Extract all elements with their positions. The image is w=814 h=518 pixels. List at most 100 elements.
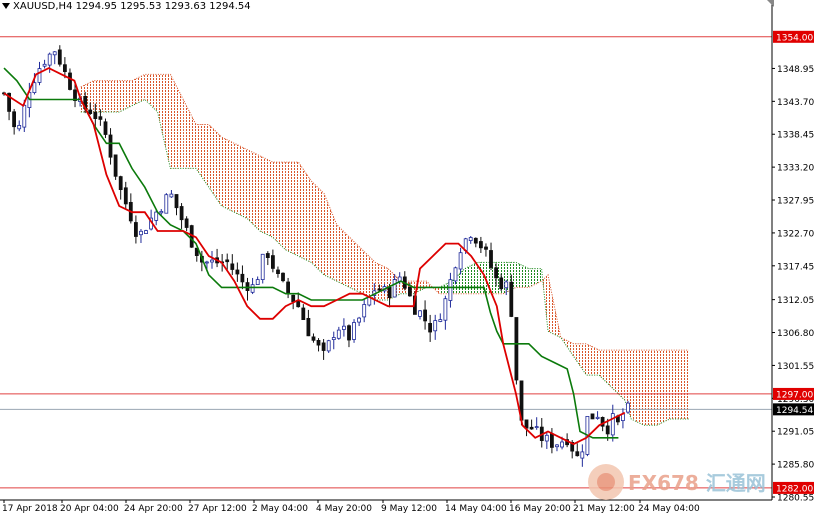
candle-body: [108, 134, 113, 158]
ichimoku-cloud: [80, 73, 689, 426]
candle-body: [37, 68, 42, 83]
cloud-segment: [208, 124, 222, 206]
cloud-segment: [324, 193, 337, 282]
candle-body: [595, 416, 600, 419]
ohlc-close: 1294.54: [209, 1, 251, 12]
candle-body: [270, 255, 275, 269]
candle-body: [423, 309, 428, 322]
candle-body: [550, 433, 554, 448]
candle-body: [494, 267, 499, 279]
candle-body: [250, 284, 255, 293]
watermark-logo: FX678 汇通网: [588, 460, 766, 504]
cloud-segment: [349, 237, 363, 294]
cloud-segment: [272, 162, 286, 250]
candle-body: [428, 322, 433, 333]
price-tick-label: 1285.80: [777, 461, 814, 471]
price-tick-label: 1348.95: [777, 65, 814, 75]
chevron-down-icon[interactable]: [2, 3, 10, 9]
candle-body: [52, 51, 57, 56]
candle-body: [321, 342, 326, 351]
candle-body: [610, 413, 615, 436]
time-tick-label: 16 May 20:00: [509, 504, 571, 514]
current-price-label-box: [773, 403, 814, 416]
cloud-segment: [196, 124, 209, 188]
price-tick-label: 1317.45: [777, 262, 814, 272]
cloud-segment: [516, 262, 529, 288]
candle-body: [560, 441, 564, 448]
candle-body: [103, 121, 108, 135]
price-tick-label: 1327.95: [777, 197, 814, 207]
candle-body: [534, 426, 539, 429]
time-tick-label: 17 Apr 2018: [2, 504, 58, 514]
candle-body: [286, 281, 291, 294]
candle-body: [377, 288, 382, 291]
price-tick-label: 1301.55: [777, 362, 814, 372]
candle-body: [57, 49, 62, 65]
candle-body: [407, 286, 412, 297]
candle-body: [544, 434, 549, 442]
price-tick-label: 1322.70: [777, 229, 814, 239]
cloud-segment: [119, 80, 132, 112]
cloud-segment: [599, 350, 612, 388]
candle-body: [230, 263, 235, 270]
candle-body: [255, 279, 260, 286]
candle-body: [478, 241, 483, 249]
level-label: 1354.00: [776, 33, 813, 43]
candle-body: [47, 53, 52, 66]
candle-body: [555, 444, 559, 448]
price-tick-label: 1306.80: [777, 329, 814, 339]
candle-body: [144, 230, 148, 235]
cloud-segment: [644, 350, 657, 426]
candle-body: [575, 451, 580, 457]
candle-body: [98, 116, 103, 120]
cloud-segment: [157, 74, 171, 169]
candle-body: [387, 286, 392, 298]
candle-body: [63, 64, 67, 72]
candle-body: [301, 307, 306, 321]
candle-body: [179, 206, 184, 221]
price-tick-label: 1343.70: [777, 98, 814, 108]
candle-body: [42, 63, 47, 67]
level-label: 1282.00: [776, 484, 813, 494]
corner-marker-icon: [767, 0, 774, 7]
level-label-box: [773, 30, 814, 43]
horizontal-levels: [0, 36, 772, 489]
candle-body: [133, 222, 138, 237]
cloud-segment: [560, 337, 574, 357]
candle-body: [524, 419, 529, 429]
candle-body: [291, 294, 296, 303]
candle-body: [204, 261, 209, 264]
candle-body: [139, 230, 143, 236]
time-tick-label: 21 May 12:00: [573, 504, 635, 514]
cloud-segment: [106, 80, 120, 112]
logo-badge-icon: [588, 464, 624, 500]
price-tick-label: 1333.20: [777, 164, 814, 174]
candle-body: [347, 325, 351, 341]
cloud-segment: [234, 143, 248, 219]
time-tick-label: 24 May 04:00: [638, 504, 700, 514]
candle-body: [605, 425, 610, 435]
cloud-segment: [586, 343, 600, 376]
candle-body: [514, 317, 519, 381]
candle-body: [73, 89, 77, 102]
cloud-segment: [311, 180, 324, 275]
candle-body: [235, 269, 240, 275]
candle-body: [418, 310, 422, 317]
cloud-segment: [298, 162, 312, 263]
candle-body: [260, 253, 265, 281]
cloud-segment: [682, 350, 689, 419]
cloud-segment: [669, 350, 683, 419]
time-tick-label: 2 May 04:00: [252, 504, 308, 514]
price-labels: 1354.00 1297.00 1282.00 1294.54: [773, 30, 814, 494]
cloud-segment: [260, 155, 273, 238]
cloud-segment: [624, 350, 632, 419]
candle-body: [276, 269, 280, 274]
cloud-segment: [170, 74, 184, 169]
cloud-segment: [362, 249, 376, 300]
indicator-lines: [3, 67, 626, 446]
candle-body: [438, 319, 443, 322]
cloud-segment: [336, 224, 350, 288]
candle-body: [88, 109, 93, 114]
